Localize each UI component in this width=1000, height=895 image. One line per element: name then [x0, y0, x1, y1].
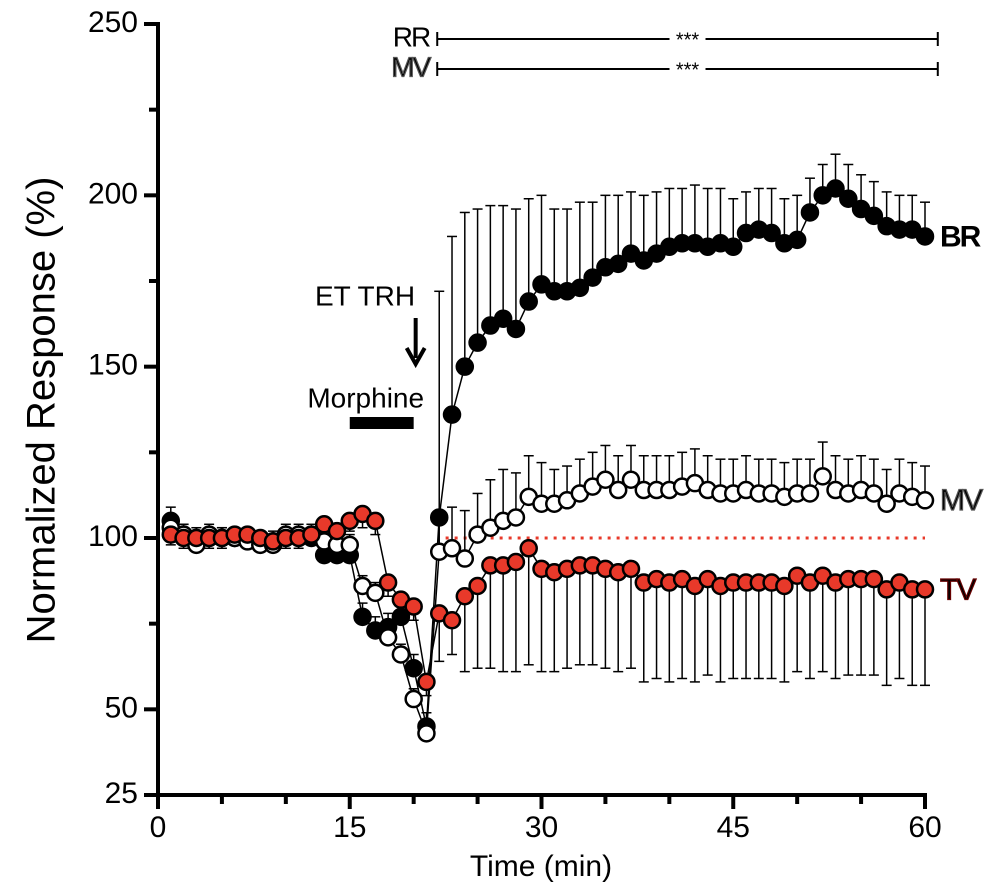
data-point — [302, 525, 321, 544]
data-point — [417, 724, 436, 743]
data-point — [839, 189, 858, 209]
data-point — [621, 470, 641, 489]
data-point — [340, 535, 359, 555]
x-axis-title: Time (min) — [470, 850, 612, 883]
x-tick-label: 0 — [150, 811, 167, 844]
arrow-head — [404, 347, 427, 369]
data-point — [519, 539, 538, 558]
data-point — [455, 357, 475, 376]
data-point — [366, 511, 385, 531]
data-point — [864, 569, 884, 589]
morphine-bar — [349, 417, 414, 429]
data-point — [775, 576, 794, 596]
sig-bg — [669, 61, 706, 75]
data-point — [915, 580, 935, 599]
x-tick-label: 60 — [908, 811, 941, 844]
data-point — [404, 658, 423, 678]
data-point — [800, 203, 820, 222]
x-tick-label: 45 — [717, 811, 750, 844]
x-tick-label: 15 — [333, 811, 366, 844]
data-point — [493, 309, 513, 328]
sig-stars: *** — [676, 29, 700, 51]
data-point — [378, 628, 398, 647]
data-point — [813, 467, 832, 486]
data-point — [455, 587, 475, 606]
series-line — [170, 187, 926, 727]
data-point — [404, 597, 423, 616]
sig-label: MV — [391, 51, 431, 82]
y-tick-label: 250 — [88, 6, 138, 39]
sig-bg — [669, 31, 706, 45]
data-point — [519, 292, 538, 311]
data-point — [724, 237, 743, 256]
data-point — [570, 278, 590, 298]
data-point — [877, 494, 896, 513]
data-point — [915, 491, 935, 510]
data-point — [915, 227, 935, 246]
morphine-label: Morphine — [307, 382, 424, 413]
data-point — [353, 607, 372, 627]
data-point — [864, 484, 884, 503]
series-label: BR — [940, 220, 982, 253]
data-point — [762, 223, 781, 243]
data-point — [608, 254, 628, 274]
x-tick-label: 30 — [525, 811, 558, 844]
data-point — [864, 206, 884, 226]
data-point — [583, 268, 602, 287]
data-point — [506, 319, 526, 339]
data-point — [468, 576, 487, 596]
series-label: TV — [940, 573, 976, 606]
data-point — [404, 689, 423, 709]
data-point — [378, 573, 398, 592]
y-tick-label: 100 — [88, 520, 138, 553]
y-axis-title: Normalized Response (%) — [20, 177, 64, 644]
series-line — [170, 475, 926, 734]
y-tick-label: 150 — [88, 349, 138, 382]
data-point — [608, 480, 628, 500]
data-point — [442, 405, 462, 424]
sig-stars: *** — [676, 59, 700, 81]
data-point — [429, 508, 449, 527]
data-point — [442, 539, 462, 558]
data-point — [596, 470, 615, 489]
data-point — [826, 179, 845, 198]
y-tick-label: 50 — [105, 691, 138, 724]
data-point — [506, 552, 526, 572]
y-tick-label: 25 — [105, 777, 138, 810]
data-point — [468, 333, 487, 352]
data-point — [800, 484, 820, 503]
data-point — [417, 672, 436, 692]
data-point — [366, 583, 385, 603]
data-point — [442, 610, 462, 630]
series-label: MV — [940, 484, 983, 517]
data-point — [327, 521, 347, 541]
y-tick-label: 200 — [88, 177, 138, 210]
data-point — [506, 508, 526, 527]
data-point — [621, 559, 641, 579]
data-point — [787, 230, 807, 250]
arrow-label: ET TRH — [315, 280, 415, 311]
sig-label: RR — [393, 21, 430, 52]
data-point — [455, 549, 475, 568]
data-point — [391, 645, 411, 664]
